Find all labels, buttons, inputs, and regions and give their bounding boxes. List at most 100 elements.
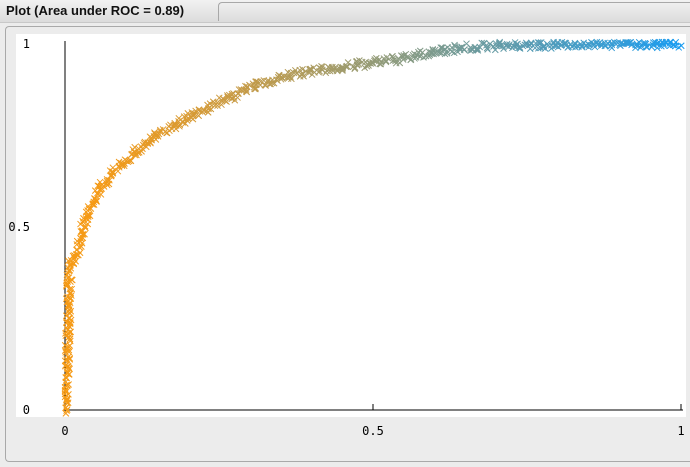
x-tick-label-2: 1: [677, 424, 684, 438]
roc-point-569: [515, 44, 523, 52]
roc-point-425: [344, 59, 352, 66]
plot-panel: 0 0.5 1 0 0.5 1: [5, 26, 690, 462]
roc-point-377: [287, 69, 295, 77]
roc-point-23: [64, 381, 71, 389]
roc-point-102: [66, 285, 74, 293]
roc-point-17: [63, 387, 71, 395]
roc-point-676: [642, 40, 650, 48]
roc-point-286: [189, 115, 197, 123]
x-tick-label-0: 0: [61, 424, 68, 438]
roc-point-227: [131, 151, 139, 159]
roc-point-169: [87, 205, 95, 213]
roc-point-488: [422, 52, 430, 60]
roc-point-231: [131, 143, 139, 151]
roc-plot: 0 0.5 1 0 0.5 1: [8, 34, 686, 438]
roc-point-451: [377, 60, 385, 68]
roc-point-393: [306, 65, 313, 73]
roc-points: [61, 38, 685, 417]
roc-point-486: [416, 47, 424, 55]
roc-point-107: [67, 278, 74, 286]
roc-point-373: [288, 75, 295, 83]
roc-point-73: [63, 318, 71, 326]
roc-point-433: [353, 61, 361, 69]
roc-point-521: [458, 44, 465, 51]
roc-point-220: [125, 157, 133, 165]
roc-point-520: [456, 44, 464, 52]
roc-point-522: [461, 46, 468, 53]
roc-point-533: [474, 47, 482, 54]
roc-point-271: [170, 121, 178, 129]
roc-point-449: [372, 57, 380, 65]
roc-point-585: [536, 39, 543, 47]
roc-point-586: [537, 39, 545, 46]
window-title: Plot (Area under ROC = 0.89): [6, 3, 185, 18]
roc-point-210: [114, 167, 122, 175]
roc-point-415: [332, 63, 340, 71]
roc-point-219: [121, 160, 128, 167]
y-tick-label-1: 0.5: [8, 220, 30, 234]
roc-point-541: [486, 40, 494, 48]
roc-point-511: [451, 43, 459, 50]
roc-point-206: [109, 164, 117, 172]
roc-point-283: [184, 110, 192, 117]
roc-point-178: [93, 197, 100, 205]
roc-point-395: [308, 71, 316, 78]
roc-point-157: [80, 214, 87, 222]
roc-point-702: [677, 42, 685, 50]
roc-point-423: [342, 63, 350, 71]
roc-point-32: [63, 369, 71, 376]
roc-point-627: [585, 43, 592, 51]
roc-point-573: [522, 39, 530, 47]
roc-point-110: [68, 276, 75, 283]
roc-point-387: [300, 72, 307, 80]
roc-point-365: [277, 75, 285, 83]
roc-point-360: [268, 79, 276, 87]
roc-point-28: [64, 370, 71, 378]
tick-labels: 0 0.5 1 0 0.5 1: [8, 37, 684, 438]
roc-point-317: [223, 92, 231, 99]
roc-point-497: [430, 50, 437, 58]
roc-point-406: [322, 69, 330, 77]
roc-point-543: [484, 46, 491, 53]
roc-point-600: [551, 42, 559, 50]
roc-point-481: [411, 55, 418, 62]
roc-point-328: [234, 94, 241, 101]
roc-point-154: [82, 224, 89, 232]
roc-point-123: [68, 259, 76, 267]
roc-point-695: [666, 39, 674, 47]
roc-point-82: [66, 310, 74, 317]
roc-point-542: [483, 42, 490, 49]
roc-point-462: [389, 57, 397, 65]
roc-point-45: [66, 355, 74, 362]
title-bar-frame: [218, 2, 690, 21]
roc-point-256: [154, 133, 162, 140]
x-tick-label-1: 0.5: [362, 424, 384, 438]
roc-point-43: [61, 357, 69, 365]
roc-point-456: [382, 58, 390, 66]
roc-point-498: [431, 46, 439, 54]
roc-point-207: [109, 169, 117, 177]
roc-point-298: [200, 106, 208, 114]
roc-point-508: [443, 49, 451, 57]
y-tick-label-0: 0: [23, 403, 30, 417]
roc-point-304: [205, 105, 212, 113]
roc-point-195: [103, 181, 111, 189]
roc-point-181: [91, 194, 98, 202]
roc-point-279: [181, 120, 189, 127]
roc-point-52: [63, 346, 71, 354]
roc-point-440: [362, 58, 370, 66]
roc-point-13: [61, 393, 69, 401]
roc-point-504: [437, 44, 445, 52]
roc-point-197: [106, 176, 113, 184]
roc-point-369: [278, 73, 285, 81]
roc-point-452: [376, 60, 384, 68]
roc-point-688: [660, 42, 668, 50]
roc-point-473: [402, 50, 410, 58]
roc-point-642: [601, 42, 609, 50]
roc-point-54: [63, 344, 71, 351]
roc-point-435: [356, 57, 363, 64]
roc-point-44: [66, 356, 74, 363]
roc-point-514: [451, 41, 458, 49]
roc-point-57: [66, 337, 74, 345]
roc-point-136: [76, 244, 83, 251]
